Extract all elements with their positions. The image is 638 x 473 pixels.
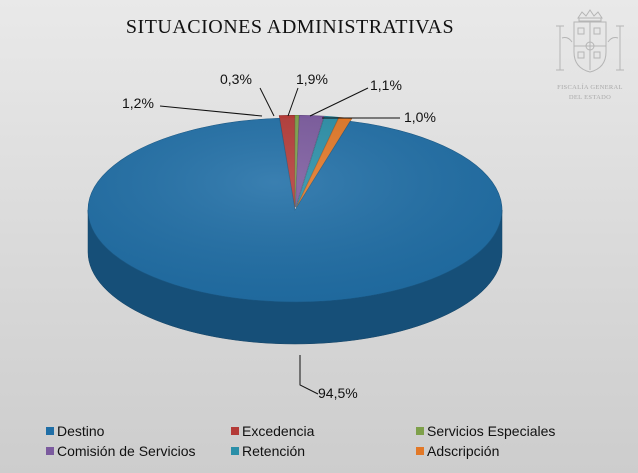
legend-item: Adscripción xyxy=(416,443,616,459)
leader-line xyxy=(309,87,369,117)
legend-swatch xyxy=(46,447,54,455)
legend-label: Destino xyxy=(57,423,105,439)
data-label: 1,2% xyxy=(122,95,154,111)
legend-item: Excedencia xyxy=(231,423,416,439)
legend-label: Adscripción xyxy=(427,443,500,459)
legend-label: Servicios Especiales xyxy=(427,423,556,439)
data-label: 1,1% xyxy=(370,77,402,93)
legend-swatch xyxy=(46,427,54,435)
chart-title: SITUACIONES ADMINISTRATIVAS xyxy=(125,16,455,38)
chart-legend: Destino Excedencia Servicios Especiales Com… xyxy=(46,423,626,459)
pie-top-shading xyxy=(88,118,502,302)
coat-of-arms-icon xyxy=(556,9,624,73)
legend-swatch xyxy=(416,447,424,455)
legend-label: Retención xyxy=(242,443,306,459)
legend-item: Retención xyxy=(231,443,416,459)
legend-item: Destino xyxy=(46,423,231,439)
leader-line xyxy=(287,87,299,117)
legend-label: Comisión de Servicios xyxy=(57,443,196,459)
emblem-caption-line2: DEL ESTADO xyxy=(568,94,612,101)
legend-item: Comisión de Servicios xyxy=(46,443,231,459)
data-label: 1,0% xyxy=(404,109,436,125)
leader-line xyxy=(299,355,319,395)
legend-swatch xyxy=(416,427,424,435)
data-label: 94,5% xyxy=(318,385,358,401)
leader-line xyxy=(259,87,275,117)
emblem-caption-line1: FISCALÍA GENERAL xyxy=(557,84,623,91)
leader-line xyxy=(159,105,263,117)
legend-swatch xyxy=(231,427,239,435)
legend-swatch xyxy=(231,447,239,455)
legend-label: Excedencia xyxy=(242,423,315,439)
data-label: 1,9% xyxy=(296,71,328,87)
data-label: 0,3% xyxy=(220,71,252,87)
legend-item: Servicios Especiales xyxy=(416,423,616,439)
